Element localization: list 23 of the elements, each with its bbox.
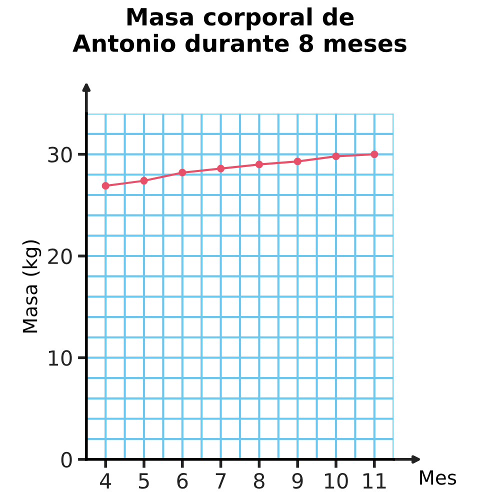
x-tick-label: 8 [254,472,264,489]
chart-title: Masa corporal de Antonio durante 8 meses [72,7,406,52]
y-axis-title: Masa (kg) [22,240,42,332]
point [178,168,186,176]
x-tick-label: 9 [292,472,303,489]
y-tick-label: 20 [48,248,72,264]
x-tick-label: 7 [216,473,226,488]
point [370,150,378,158]
x-axis-title: Mes [420,470,456,485]
x-tick-label: 10 [325,472,348,489]
point [332,152,340,160]
point [216,164,225,172]
y-tick-label: 30 [48,146,72,163]
x-tick-label: 11 [363,473,386,488]
y-tick-label: 10 [48,350,72,366]
point [255,160,264,168]
point [294,158,302,166]
x-tick-label: 4 [100,473,112,488]
x-tick-label: 5 [138,473,149,489]
y-tick-label: 0 [61,452,72,468]
x-tick-label: 6 [177,472,188,489]
point [102,182,110,190]
point [140,176,148,185]
